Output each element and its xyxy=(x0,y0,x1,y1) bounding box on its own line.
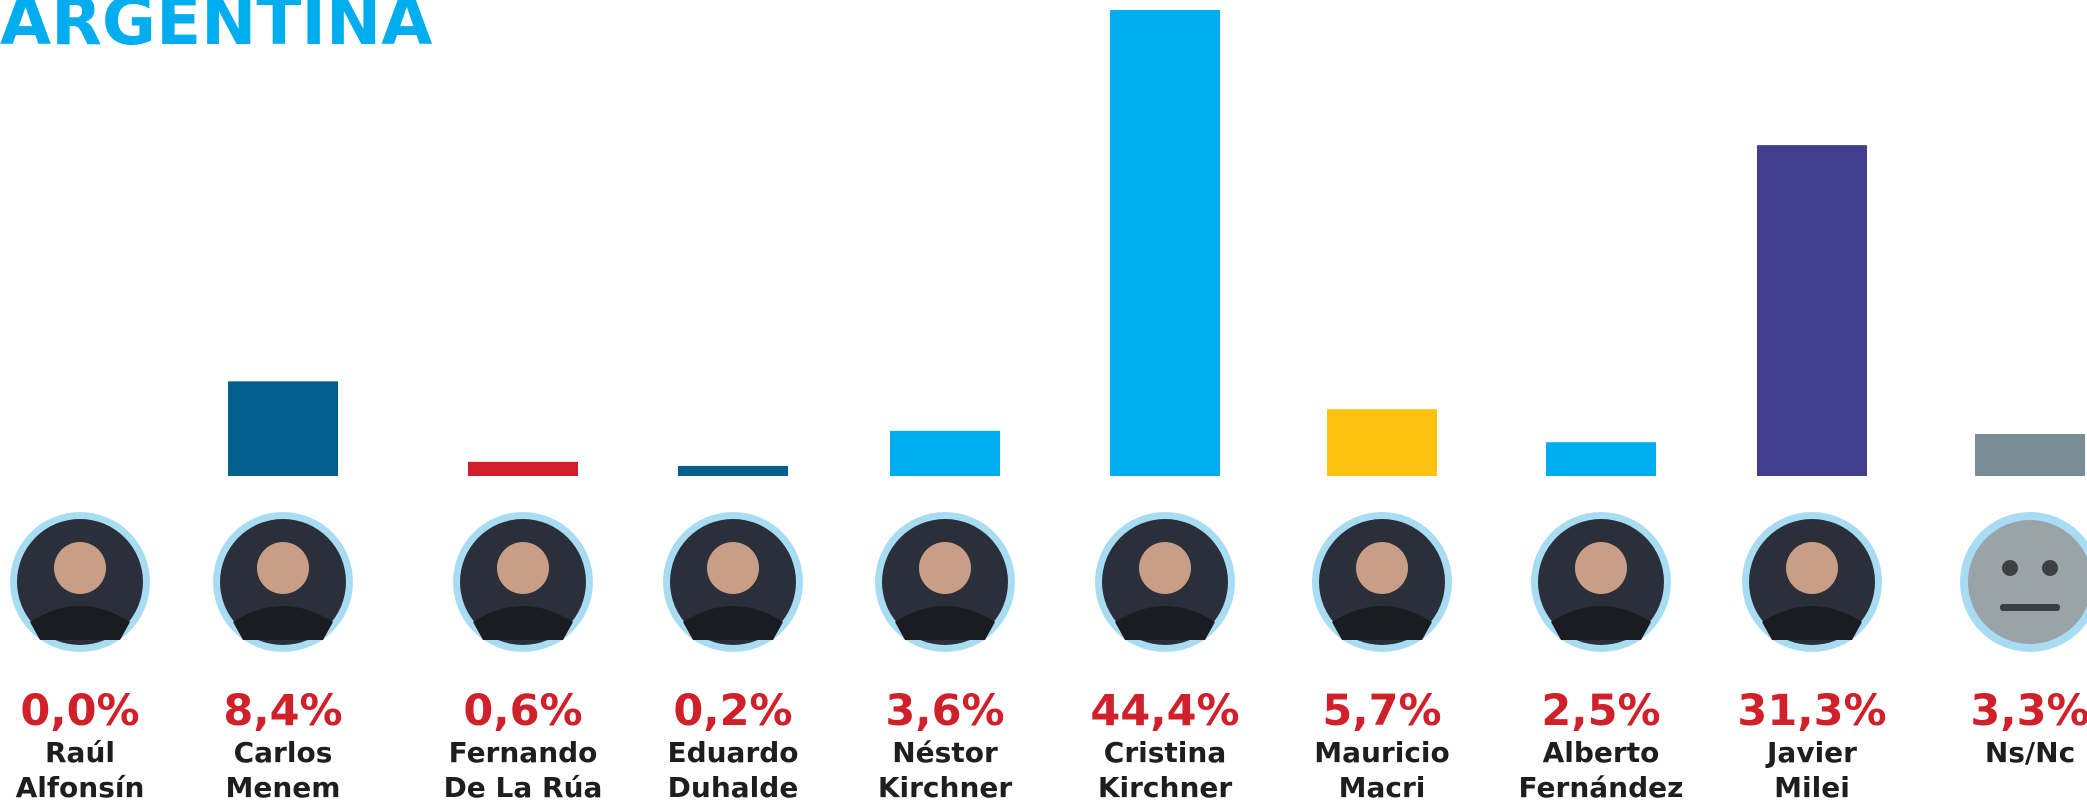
portrait-face xyxy=(257,542,309,594)
emoji-eye xyxy=(2002,560,2018,576)
chart: ARGENTINA 0,0%RaúlAlfonsín 8,4%CarlosMene… xyxy=(0,0,2087,804)
category-label: Milei xyxy=(1774,771,1850,804)
bar xyxy=(232,385,334,472)
bar xyxy=(1550,446,1652,472)
value-label: 0,2% xyxy=(673,686,792,736)
value-label: 2,5% xyxy=(1541,686,1660,736)
portrait-face xyxy=(1356,542,1408,594)
portrait-face xyxy=(1786,542,1838,594)
category-label: Néstor xyxy=(892,736,998,769)
value-label: 8,4% xyxy=(223,686,342,736)
portrait-face xyxy=(919,542,971,594)
value-label: 3,6% xyxy=(885,686,1004,736)
bar xyxy=(894,435,996,472)
portrait-face xyxy=(1575,542,1627,594)
category-label: Kirchner xyxy=(1098,771,1233,804)
category-label: Macri xyxy=(1339,771,1426,804)
portrait-face xyxy=(707,542,759,594)
category-label: Carlos xyxy=(234,736,333,769)
value-label: 0,6% xyxy=(463,686,582,736)
category-label: Fernando xyxy=(449,736,598,769)
bar xyxy=(1761,149,1863,472)
category-label: Duhalde xyxy=(668,771,799,804)
chart-title: ARGENTINA xyxy=(0,0,432,60)
value-label: 5,7% xyxy=(1322,686,1441,736)
portrait-face xyxy=(1139,542,1191,594)
emoji-face xyxy=(1968,520,2087,644)
category-label: Cristina xyxy=(1104,736,1226,769)
bar xyxy=(1114,14,1216,472)
portrait-face xyxy=(54,542,106,594)
value-label: 31,3% xyxy=(1737,686,1886,736)
category-label: De La Rúa xyxy=(444,771,603,804)
category-label: Kirchner xyxy=(878,771,1013,804)
value-label: 3,3% xyxy=(1970,686,2087,736)
emoji-mouth xyxy=(2000,604,2060,611)
category-label: Eduardo xyxy=(667,736,798,769)
category-label: Javier xyxy=(1765,736,1857,769)
category-label: Alfonsín xyxy=(16,771,145,804)
category-label: Fernández xyxy=(1519,771,1684,804)
bar xyxy=(472,466,574,472)
portrait-face xyxy=(497,542,549,594)
category-label: Alberto xyxy=(1543,736,1660,769)
category-label: Ns/Nc xyxy=(1985,736,2075,769)
category-label: Mauricio xyxy=(1314,736,1450,769)
bar xyxy=(682,470,784,472)
bar xyxy=(1979,438,2081,472)
bar xyxy=(1331,413,1433,472)
category-label: Raúl xyxy=(45,736,115,769)
emoji-eye xyxy=(2042,560,2058,576)
value-label: 0,0% xyxy=(20,686,139,736)
category-label: Menem xyxy=(226,771,341,804)
value-label: 44,4% xyxy=(1090,686,1239,736)
